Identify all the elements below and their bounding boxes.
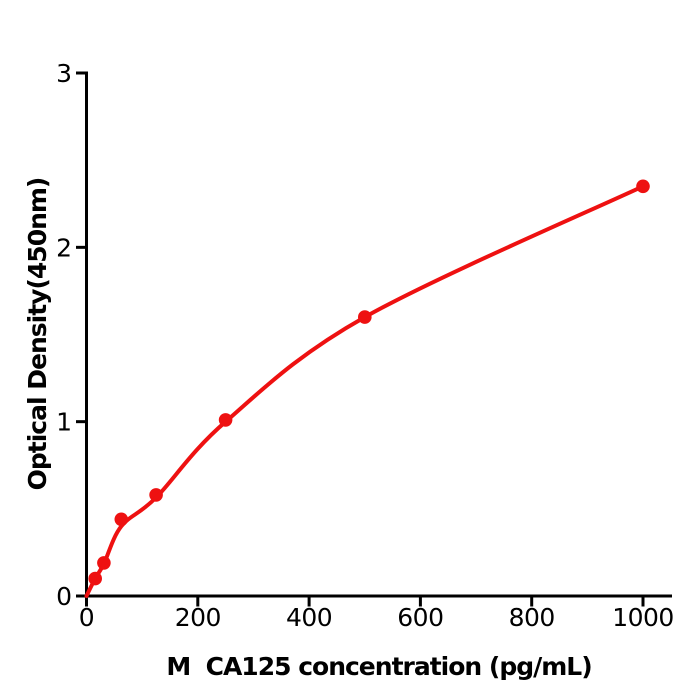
- x-tick-label: 1000: [612, 603, 674, 632]
- series-layer: [84, 179, 650, 598]
- fit-curve-line: [84, 184, 645, 598]
- x-tick-label: 0: [79, 603, 94, 632]
- x-tick-label: 400: [286, 603, 332, 632]
- axes-layer: 0 200 400 600 800 1000 0 1 2 3: [56, 59, 674, 632]
- y-tick-label: 1: [56, 408, 71, 437]
- y-tick-label: 3: [56, 59, 71, 88]
- y-axis-title: Optical Density(450nm): [23, 178, 52, 491]
- x-axis-title: M CA125 concentration (pg/mL): [166, 652, 591, 681]
- x-tick-label: 200: [175, 603, 221, 632]
- y-tick-label: 0: [56, 582, 71, 611]
- y-tick-label: 2: [56, 233, 71, 262]
- x-tick-label: 800: [509, 603, 555, 632]
- x-tick-label: 600: [397, 603, 443, 632]
